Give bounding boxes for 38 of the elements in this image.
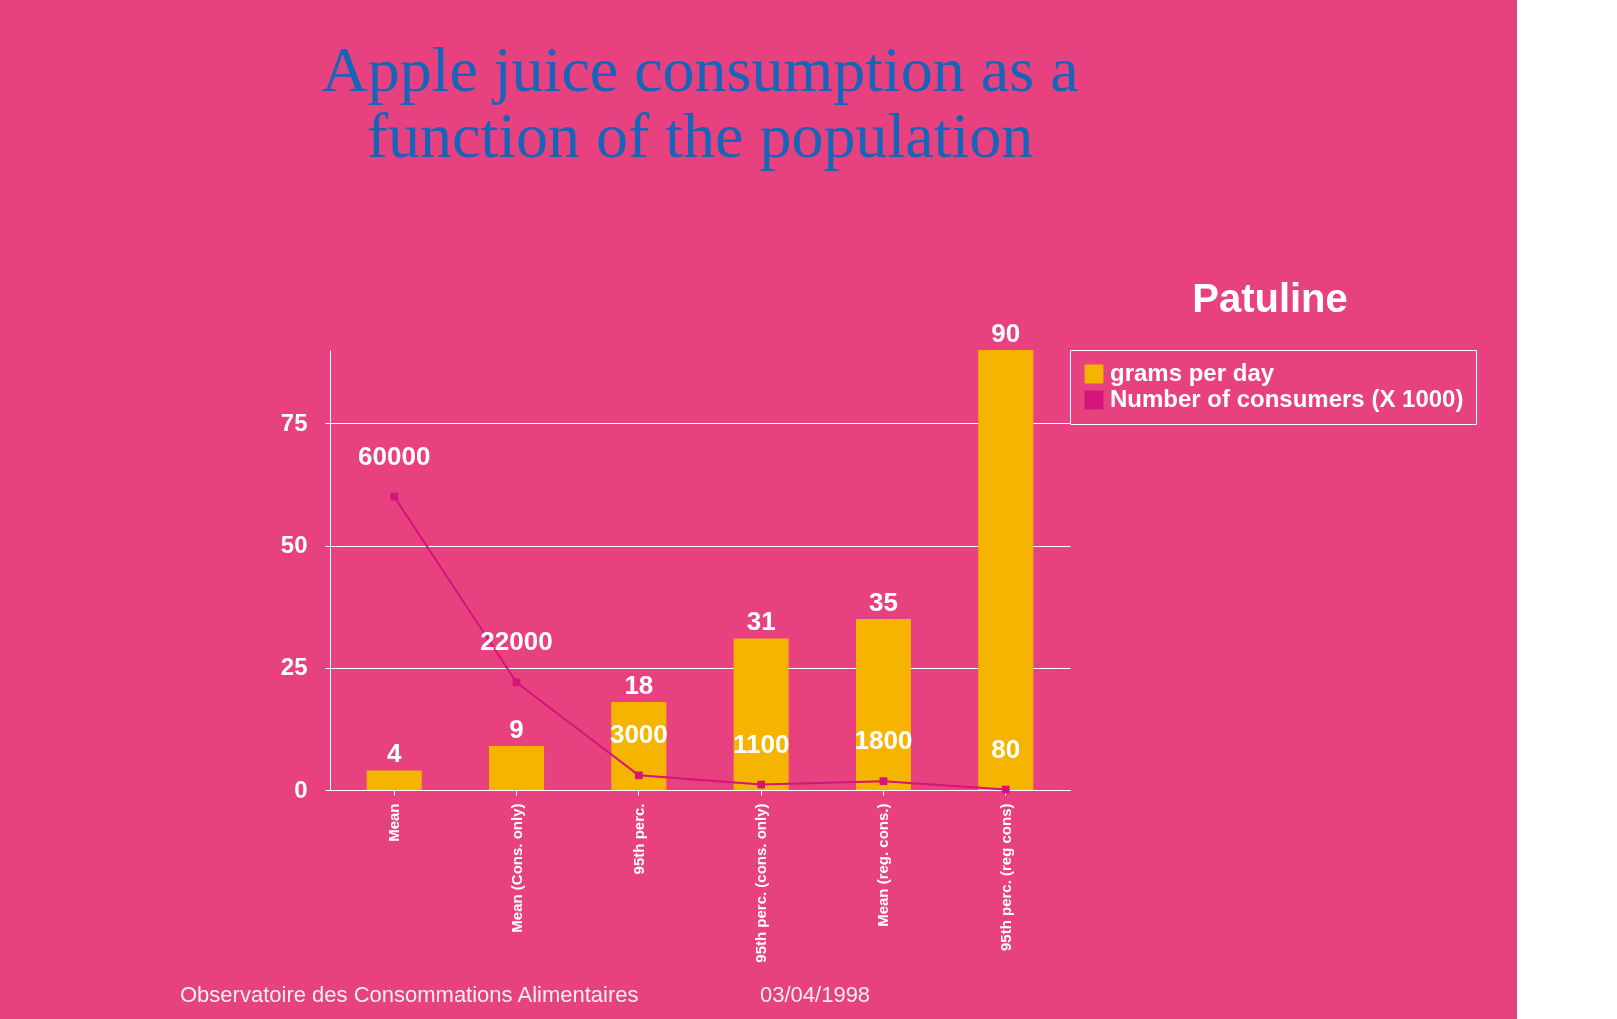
y-tick-label: 75 <box>280 408 308 436</box>
x-tick-label: Mean (Cons. only) <box>507 803 525 933</box>
point <box>1001 785 1010 794</box>
data-label: 22000 <box>480 626 553 657</box>
data-label: 60000 <box>358 440 431 471</box>
bar <box>855 618 911 790</box>
x-tick-label: 95th perc. (cons. only) <box>752 803 770 963</box>
text: Patuline <box>1192 276 1348 320</box>
bar <box>366 770 422 790</box>
data-label: 18 <box>624 670 654 700</box>
bar <box>489 746 545 790</box>
data-label: 3000 <box>609 719 668 750</box>
text: Observatoire des Consommations Alimentaires <box>180 982 639 1007</box>
bar <box>978 350 1034 790</box>
point <box>390 492 399 501</box>
x-tick-label: Mean <box>385 803 403 842</box>
point <box>757 780 766 789</box>
bar <box>733 638 789 790</box>
text: 03/04/1998 <box>760 982 871 1007</box>
data-label: 80 <box>991 733 1021 764</box>
data-label: 1800 <box>854 725 913 756</box>
legend-label: grams per day <box>1110 359 1275 386</box>
data-label: 4 <box>386 738 402 769</box>
x-tick-label: 95th perc. <box>629 803 647 875</box>
chart-title: Apple juice consumption as a function of the population <box>321 34 1079 171</box>
x-tick-label: 95th perc. (reg cons) <box>996 803 1014 952</box>
x-tick-label: Mean (reg. cons.) <box>874 803 892 927</box>
data-label: 31 <box>746 606 776 637</box>
data-label: 9 <box>509 714 524 744</box>
point <box>879 777 888 786</box>
data-label: 1100 <box>732 728 790 759</box>
point <box>634 771 643 780</box>
data-label: 35 <box>869 586 898 617</box>
legend-label: Number of consumers (X 1000) <box>1110 385 1464 412</box>
y-tick-label: 25 <box>280 653 308 681</box>
data-label: 90 <box>991 318 1021 348</box>
y-tick-label: 50 <box>280 531 308 559</box>
y-tick-label: 0 <box>294 775 308 803</box>
